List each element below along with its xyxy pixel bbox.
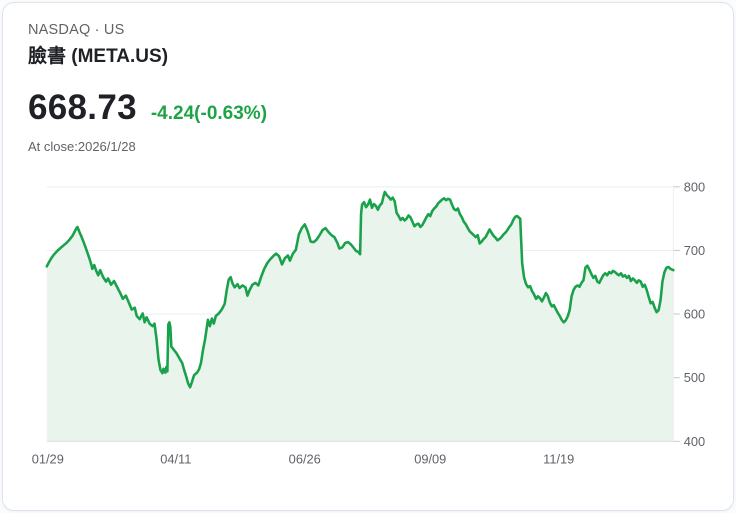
- last-price: 668.73: [28, 88, 137, 127]
- price-change: -4.24(-0.63%): [150, 103, 268, 124]
- x-axis-label: 09/09: [414, 452, 446, 467]
- quote-header: NASDAQ · US 臉書 (META.US) 668.73 -4.24(-0…: [28, 22, 267, 154]
- x-axis-label: 01/29: [32, 452, 64, 467]
- price-area: [46, 191, 674, 442]
- price-line: [45, 190, 675, 389]
- y-axis-label: 600: [684, 307, 705, 322]
- x-axis-label: 11/19: [543, 452, 574, 467]
- y-axis-label: 500: [684, 370, 705, 385]
- y-axis-label: 800: [684, 179, 705, 194]
- y-axis-label: 400: [684, 434, 705, 449]
- x-axis-label: 06/26: [289, 452, 321, 467]
- price-chart: 400 500 600 700 800 01/29 04/11 06/26 09/09 11/19: [32, 179, 705, 467]
- y-axis-label: 700: [684, 243, 705, 258]
- exchange-label: NASDAQ · US: [28, 22, 125, 38]
- at-close-label: At close:2026/1/28: [28, 139, 136, 154]
- stock-title: 臉書 (META.US): [28, 46, 169, 67]
- price-row: 668.73 -4.24(-0.63%): [28, 90, 267, 126]
- x-axis-label: 04/11: [160, 452, 191, 467]
